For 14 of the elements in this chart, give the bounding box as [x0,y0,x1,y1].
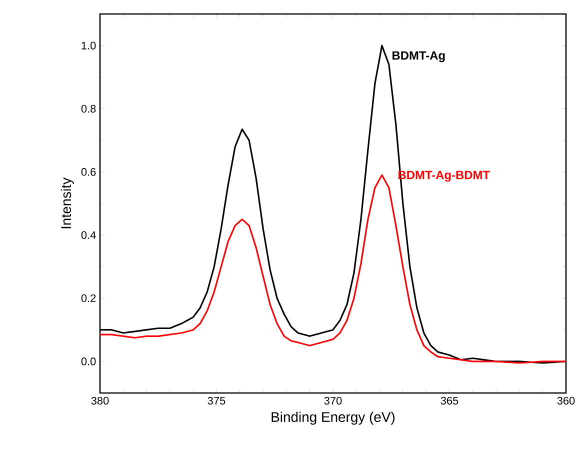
y-tick-label: 0.6 [81,168,96,176]
x-tick-label: 365 [440,396,458,405]
y-tick-label: 0.4 [81,231,96,239]
x-tick-label: 380 [91,396,109,405]
series-label: BDMT-Ag [392,51,445,62]
x-tick-label: 360 [557,396,575,405]
y-axis-title: Intensity [60,178,74,228]
x-tick-label: 370 [324,396,342,405]
x-axis-title: Binding Energy (eV) [272,412,395,425]
y-tick-label: 0.0 [81,358,96,366]
y-tick-label: 0.2 [81,294,96,302]
y-tick-label: 0.8 [81,104,96,113]
y-tick-label: 1.0 [82,42,96,50]
x-tick-label: 375 [208,396,226,405]
